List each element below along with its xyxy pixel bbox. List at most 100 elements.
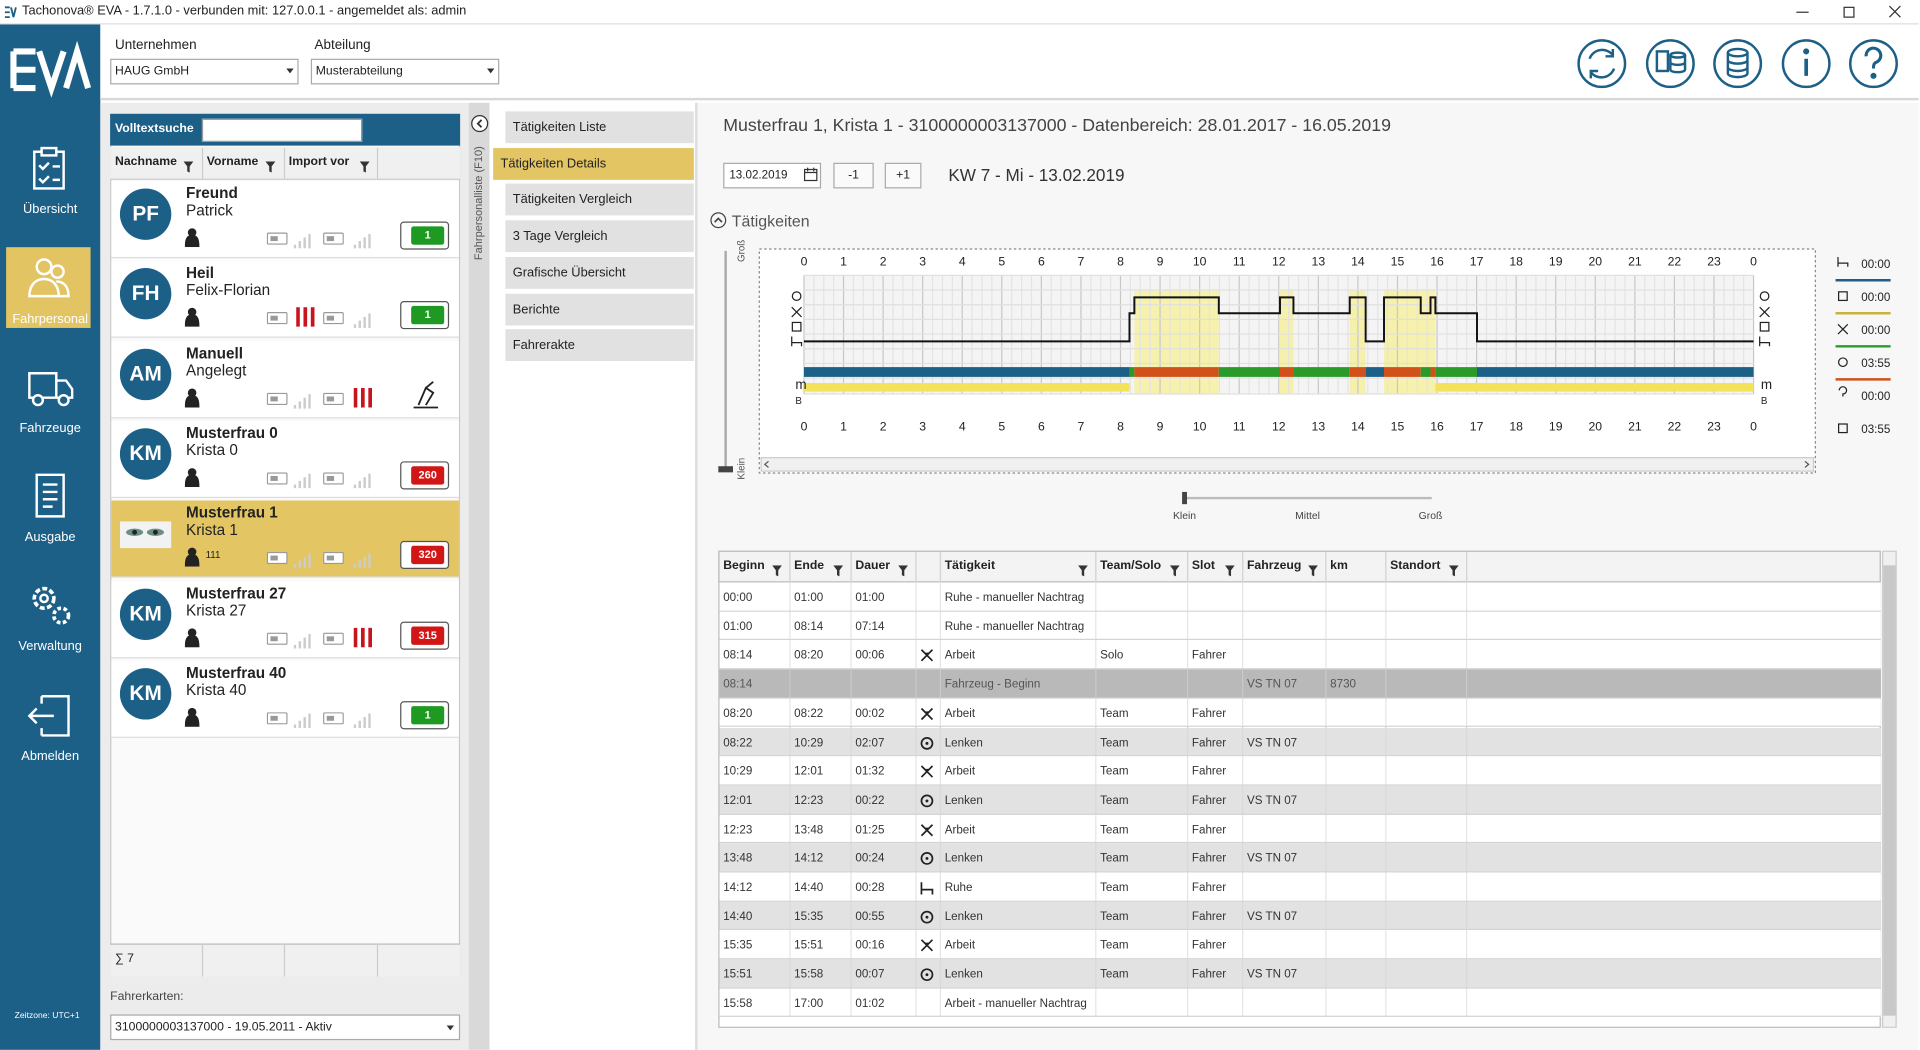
card-value: 3100000003137000 - 19.05.2011 - Aktiv bbox=[115, 1020, 332, 1035]
table-column-header[interactable]: Fahrzeug bbox=[1246, 559, 1302, 573]
filter-icon-svg bbox=[1308, 565, 1318, 577]
logo bbox=[10, 40, 92, 98]
submenu-item[interactable]: Grafische Übersicht bbox=[505, 256, 694, 289]
table-row[interactable] bbox=[719, 872, 1881, 902]
submenu-item[interactable]: Berichte bbox=[505, 293, 694, 325]
nav-item[interactable]: Fahrpersonal bbox=[12, 312, 89, 327]
alert-bars-svg bbox=[353, 627, 373, 647]
table-column-header[interactable]: Standort bbox=[1390, 559, 1441, 573]
nav-icon[interactable] bbox=[27, 691, 74, 740]
filter-icon[interactable] bbox=[265, 157, 276, 173]
nav-item[interactable]: Verwaltung bbox=[18, 638, 82, 654]
person-icon-svg bbox=[184, 707, 200, 727]
table-column-header[interactable]: Tätigkeit bbox=[944, 559, 996, 573]
submenu-item[interactable]: Tätigkeiten Vergleich bbox=[505, 184, 694, 216]
filter-icon[interactable] bbox=[898, 560, 908, 577]
company-select[interactable]: HAUG GmbH bbox=[110, 58, 299, 85]
scroll-thumb[interactable] bbox=[1883, 565, 1896, 1016]
table-column-header[interactable]: Ende bbox=[794, 559, 825, 573]
nav-item[interactable]: Fahrzeuge bbox=[19, 420, 81, 436]
activity-icon-svg bbox=[920, 707, 934, 720]
card-icon bbox=[266, 309, 288, 325]
nav-icon[interactable] bbox=[27, 581, 74, 630]
nav-item[interactable]: Übersicht bbox=[23, 201, 78, 217]
submenu-item[interactable]: Fahrerakte bbox=[505, 329, 694, 362]
signal-bars bbox=[293, 712, 311, 728]
person-icon-svg bbox=[184, 627, 200, 647]
table-cell: Lenken bbox=[944, 910, 983, 924]
table-row[interactable] bbox=[719, 669, 1881, 699]
department-select[interactable]: Musterabteilung bbox=[310, 58, 500, 85]
table-row[interactable] bbox=[719, 640, 1881, 670]
table-cell: 00:00 bbox=[723, 591, 753, 605]
table-row[interactable] bbox=[719, 843, 1881, 873]
filter-icon[interactable] bbox=[359, 157, 370, 173]
filter-icon[interactable] bbox=[1308, 560, 1318, 577]
table-row[interactable] bbox=[719, 959, 1881, 989]
scale-knob[interactable] bbox=[1182, 491, 1187, 505]
hour-label-bottom: 19 bbox=[1549, 420, 1563, 434]
column-header[interactable]: Import vor bbox=[288, 155, 350, 169]
calendar-icon[interactable] bbox=[803, 167, 819, 183]
collapse-button[interactable] bbox=[470, 114, 490, 134]
signal-bars bbox=[353, 233, 371, 249]
hour-label-top: 9 bbox=[1157, 255, 1164, 269]
table-cell: 15:58 bbox=[794, 968, 824, 982]
filter-icon[interactable] bbox=[1224, 560, 1235, 577]
filter-icon[interactable] bbox=[1169, 560, 1180, 577]
activity-icon bbox=[920, 735, 935, 750]
filter-icon[interactable] bbox=[1078, 560, 1088, 577]
search-input[interactable] bbox=[201, 118, 363, 142]
signal-bars-svg bbox=[293, 473, 311, 489]
column-sep bbox=[201, 148, 204, 179]
nav-icon[interactable] bbox=[27, 255, 74, 304]
table-row[interactable] bbox=[719, 901, 1881, 931]
table-column-header[interactable]: Dauer bbox=[855, 559, 891, 573]
activity-icon bbox=[920, 967, 935, 982]
table-column-header[interactable]: Team/Solo bbox=[1100, 559, 1162, 573]
nav-icon-svg bbox=[28, 258, 70, 298]
table-row[interactable] bbox=[719, 611, 1881, 641]
filter-icon[interactable] bbox=[1448, 560, 1459, 577]
window-controls[interactable] bbox=[1787, 2, 1909, 22]
prev-day-button[interactable]: -1 bbox=[833, 162, 874, 189]
table-row[interactable] bbox=[719, 785, 1881, 815]
submenu-item[interactable]: Tätigkeiten Liste bbox=[505, 111, 694, 144]
card-select[interactable]: 3100000003137000 - 19.05.2011 - Aktiv bbox=[110, 1014, 461, 1041]
table-row[interactable] bbox=[719, 727, 1881, 757]
section-toggle[interactable] bbox=[710, 212, 727, 229]
table-column-header[interactable]: km bbox=[1330, 559, 1348, 573]
table-column-header[interactable]: Slot bbox=[1191, 559, 1216, 573]
table-row[interactable] bbox=[719, 756, 1881, 786]
zoom-knob[interactable] bbox=[718, 466, 733, 473]
table-row[interactable] bbox=[719, 814, 1881, 844]
table-cell: Ruhe - manueller Nachtrag bbox=[944, 591, 1085, 605]
filter-icon[interactable] bbox=[183, 157, 194, 173]
nav-item[interactable]: Abmelden bbox=[21, 748, 80, 764]
nav-icon[interactable] bbox=[27, 144, 74, 193]
next-day-button[interactable]: +1 bbox=[884, 162, 922, 189]
table-cell: Team bbox=[1100, 736, 1129, 750]
table-column-header[interactable]: Beginn bbox=[723, 559, 765, 573]
nav-icon[interactable] bbox=[27, 363, 74, 412]
table-row[interactable] bbox=[719, 930, 1881, 960]
person-icon bbox=[184, 228, 200, 248]
filter-icon[interactable] bbox=[833, 560, 844, 577]
table-cell: 13:48 bbox=[794, 823, 824, 837]
table-cell: Fahrer bbox=[1191, 910, 1227, 924]
scroll-arrows[interactable] bbox=[763, 460, 1810, 468]
hour-label-bottom: 0 bbox=[801, 420, 808, 434]
table-row[interactable] bbox=[719, 698, 1881, 728]
submenu-item[interactable]: 3 Tage Vergleich bbox=[505, 220, 694, 253]
table-row[interactable] bbox=[719, 988, 1881, 1018]
column-header[interactable]: Vorname bbox=[206, 155, 259, 169]
filter-icon[interactable] bbox=[772, 560, 782, 577]
table-row[interactable] bbox=[719, 582, 1881, 612]
driver-count: ∑ 7 bbox=[115, 952, 134, 966]
collapse-strip[interactable] bbox=[468, 102, 490, 1050]
nav-icon[interactable] bbox=[27, 472, 74, 521]
submenu-item[interactable]: Tätigkeiten Details bbox=[493, 147, 694, 180]
h-scrollbar[interactable] bbox=[760, 457, 1815, 472]
nav-item[interactable]: Ausgabe bbox=[24, 529, 76, 545]
column-header[interactable]: Nachname bbox=[115, 155, 177, 169]
